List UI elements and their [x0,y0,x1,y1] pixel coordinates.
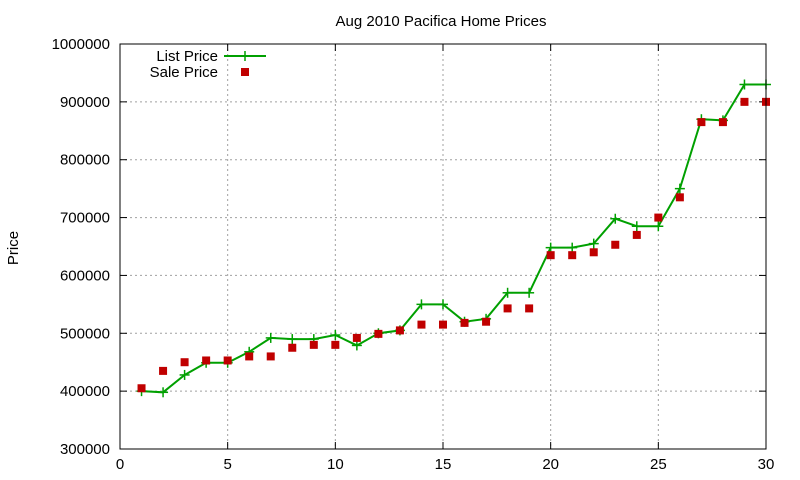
sale-price-point [137,384,146,393]
sale-price-point [202,356,211,365]
sale-price-point [159,366,168,375]
list-price-point [739,79,750,90]
y-tick-label: 500000 [60,325,110,342]
x-tick-label: 5 [223,456,231,473]
y-tick-label: 1000000 [52,36,110,53]
sale-price-point [546,251,555,260]
grid-lines [120,44,766,449]
list-price-point [330,330,341,341]
x-tick-label: 30 [758,456,775,473]
sale-price-point [697,118,706,127]
list-price-point [674,183,685,194]
sale-price-point [589,248,598,257]
list-price-point [502,287,513,298]
x-tick-label: 25 [650,456,667,473]
sale-price-point [374,329,383,338]
list-price-point [545,242,556,253]
sale-price-point [395,326,404,335]
sale-price-point [654,213,663,222]
series-line-list-price [141,83,766,394]
x-tick-label: 20 [542,456,559,473]
sale-price-point [288,343,297,352]
sale-price-point [180,358,189,367]
series-layer [136,79,771,398]
tick-labels: 300000 400000 500000 600000 700000 800000 9000… [52,36,775,473]
sale-price-point [352,333,361,342]
list-price-point [610,213,621,224]
x-tick-label: 10 [327,456,344,473]
sale-price-point [331,340,340,349]
list-price-point [179,369,190,380]
sale-price-point [568,251,577,260]
y-tick-label: 300000 [60,441,110,458]
legend-label: List Price [156,48,218,65]
y-tick-label: 400000 [60,383,110,400]
sale-price-point [675,193,684,202]
list-price-point [351,340,362,351]
sale-price-point [611,240,620,249]
y-tick-label: 700000 [60,210,110,227]
sale-price-point [718,118,727,127]
list-price-point [567,242,578,253]
y-tick-label: 600000 [60,267,110,284]
y-axis-label: Price [5,231,22,265]
list-price-point [631,221,642,232]
x-tick-label: 0 [116,456,124,473]
list-price-point [438,299,448,310]
list-price-point [653,221,664,232]
chart-title: Aug 2010 Pacifica Home Prices [336,13,547,30]
sale-price-point [266,352,275,361]
sale-price-point [740,97,749,106]
sale-price-point [417,320,426,329]
list-price-point [265,332,276,343]
list-price-point [158,387,169,398]
list-price-point [416,299,427,310]
sale-price-point [460,318,469,327]
legend-label: Sale Price [150,64,218,81]
x-tick-label: 15 [435,456,452,473]
legend-swatch-square [241,68,249,76]
sale-price-point [245,352,254,361]
y-tick-label: 900000 [60,94,110,111]
sale-price-point [309,340,318,349]
y-tick-label: 800000 [60,152,110,169]
sale-price-point [525,304,534,313]
sale-price-point [482,317,491,326]
sale-price-point [439,320,447,329]
sale-price-point [503,304,512,313]
sale-price-point [223,356,232,365]
list-price-point [524,287,535,298]
sale-price-point [632,230,641,239]
plot-frame [119,43,767,450]
list-price-point [287,334,298,345]
list-price-point [588,238,599,249]
